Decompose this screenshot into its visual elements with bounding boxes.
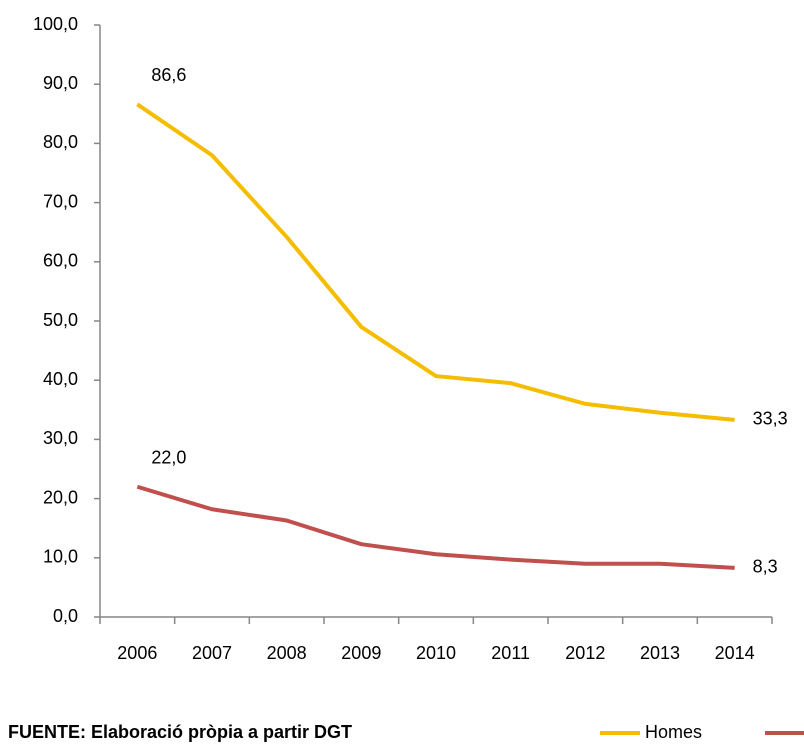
x-tick-label: 2009 (341, 643, 381, 663)
data-label: 33,3 (753, 409, 788, 429)
data-label: 86,6 (151, 65, 186, 85)
y-tick-label: 100,0 (33, 14, 78, 34)
y-tick-label: 0,0 (53, 606, 78, 626)
y-tick-label: 90,0 (43, 73, 78, 93)
x-tick-label: 2006 (117, 643, 157, 663)
x-tick-label: 2007 (192, 643, 232, 663)
series-line (136, 102, 735, 422)
x-tick-label: 2014 (715, 643, 755, 663)
y-tick-label: 60,0 (43, 251, 78, 271)
x-tick-label: 2013 (640, 643, 680, 663)
y-tick-label: 80,0 (43, 132, 78, 152)
data-label: 22,0 (151, 448, 186, 468)
x-tick-label: 2008 (267, 643, 307, 663)
series-line (136, 484, 735, 570)
y-tick-label: 50,0 (43, 310, 78, 330)
y-tick-label: 70,0 (43, 191, 78, 211)
x-tick-label: 2010 (416, 643, 456, 663)
y-tick-label: 20,0 (43, 487, 78, 507)
y-tick-label: 40,0 (43, 369, 78, 389)
data-label: 8,3 (753, 557, 778, 577)
legend-label: Homes (645, 722, 702, 742)
y-tick-label: 30,0 (43, 428, 78, 448)
x-tick-label: 2011 (491, 643, 530, 663)
y-tick-label: 10,0 (43, 547, 78, 567)
x-tick-label: 2012 (565, 643, 605, 663)
source-note: FUENTE: Elaboració pròpia a partir DGT (8, 722, 352, 742)
